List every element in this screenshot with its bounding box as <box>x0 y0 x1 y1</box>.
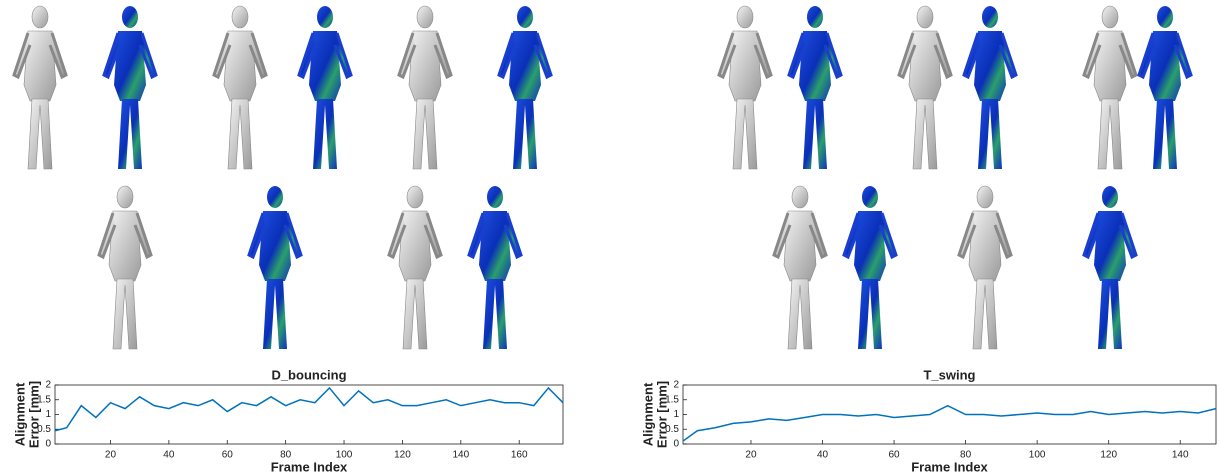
chart-title: D_bouncing <box>271 367 346 382</box>
y-tick-label: 2 <box>673 380 679 391</box>
y-tick-label: 2 <box>45 380 51 391</box>
y-tick-label: 0 <box>673 439 679 450</box>
x-axis-label: Frame Index <box>271 459 348 474</box>
y-tick-label: 0.5 <box>665 424 679 435</box>
x-tick-label: 160 <box>511 450 528 461</box>
y-axis-label: Alignment <box>640 382 655 446</box>
x-tick-label: 40 <box>163 450 175 461</box>
data-line <box>54 386 564 432</box>
x-tick-label: 80 <box>280 450 292 461</box>
y-tick-label: 1 <box>45 409 51 420</box>
x-tick-label: 40 <box>817 450 829 461</box>
y-tick-label: 1.5 <box>37 394 51 405</box>
x-tick-label: 120 <box>394 450 411 461</box>
y-axis-label: Error [mm] <box>26 381 41 448</box>
plot-area <box>682 384 1217 445</box>
y-tick-label: 0.5 <box>37 424 51 435</box>
x-tick-label: 100 <box>1029 450 1046 461</box>
mesh-figures <box>12 5 1193 349</box>
y-axis-label: Alignment <box>12 382 27 446</box>
x-tick-label: 20 <box>745 450 757 461</box>
x-tick-label: 60 <box>888 450 900 461</box>
x-tick-label: 20 <box>105 450 117 461</box>
x-tick-label: 80 <box>960 450 972 461</box>
x-tick-label: 60 <box>222 450 234 461</box>
x-axis-label: Frame Index <box>911 459 988 474</box>
y-tick-label: 1 <box>673 409 679 420</box>
chart-title: T_swing <box>923 367 975 382</box>
y-tick-label: 0 <box>45 439 51 450</box>
plot-area <box>54 384 564 445</box>
y-tick-label: 1.5 <box>665 394 679 405</box>
data-line <box>682 404 1217 442</box>
x-tick-label: 120 <box>1100 450 1117 461</box>
x-tick-label: 140 <box>452 450 469 461</box>
x-tick-label: 100 <box>336 450 353 461</box>
x-tick-label: 140 <box>1172 450 1189 461</box>
y-axis-label: Error [mm] <box>654 381 669 448</box>
